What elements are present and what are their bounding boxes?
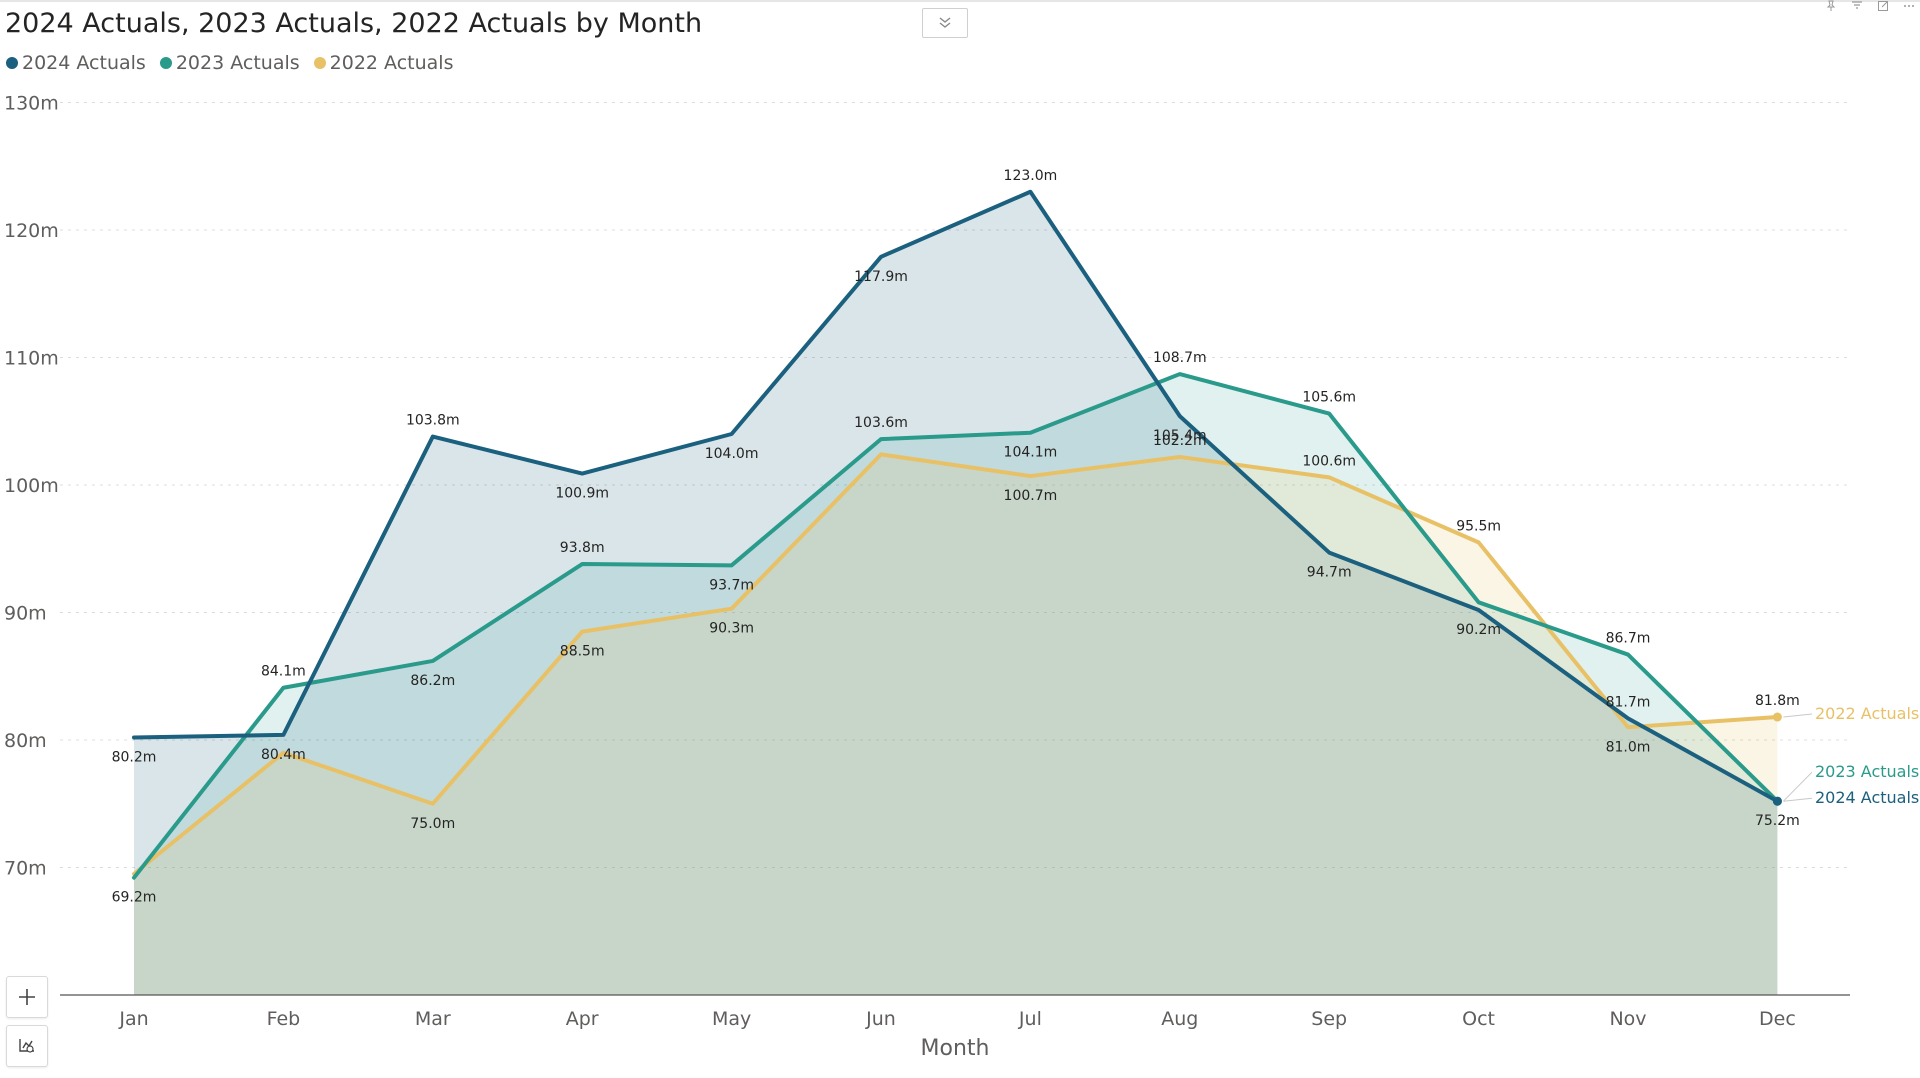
x-tick-label: Jul	[1018, 1008, 1042, 1030]
data-label-2022: 75.0m	[410, 816, 455, 832]
legend-item-2022[interactable]: 2022 Actuals	[313, 52, 454, 74]
data-label-2024: 90.2m	[1456, 622, 1501, 638]
gridlines	[60, 102, 1850, 868]
focus-mode-icon[interactable]	[1876, 0, 1890, 15]
data-label-2024: 123.0m	[1004, 168, 1058, 184]
y-tick-label: 90m	[4, 603, 47, 625]
y-tick-label: 110m	[4, 348, 59, 370]
end-marker-2022[interactable]	[1772, 712, 1782, 722]
area-2024	[134, 191, 1778, 995]
data-label-2023: 108.7m	[1153, 350, 1207, 366]
area-2022	[134, 454, 1778, 995]
data-label-2024: 104.0m	[705, 446, 759, 462]
plus-icon	[19, 989, 35, 1005]
zoom-in-button[interactable]	[6, 976, 48, 1018]
pin-icon[interactable]	[1824, 0, 1838, 15]
area-2023	[134, 374, 1778, 995]
data-label-2023: 93.7m	[709, 577, 754, 593]
y-tick-label: 100m	[4, 475, 59, 497]
end-label-leader	[1783, 771, 1813, 802]
line-2022[interactable]	[132, 452, 1780, 876]
data-label-2024: 80.4m	[261, 747, 306, 763]
data-label-2022: 81.0m	[1606, 739, 1651, 755]
end-label-leader	[1783, 713, 1813, 718]
legend-item-2024[interactable]: 2024 Actuals	[6, 52, 146, 74]
data-label-2023: 86.7m	[1606, 631, 1651, 647]
end-label-2022: 2022 Actuals	[1815, 704, 1919, 723]
series-lines	[132, 189, 1782, 880]
filter-icon[interactable]	[1850, 0, 1864, 15]
data-label-2022: 90.3m	[709, 621, 754, 637]
chevron-double-down-icon	[939, 17, 951, 28]
x-tick-label: Apr	[566, 1008, 599, 1030]
reset-view-button[interactable]	[6, 1025, 48, 1067]
data-label-2024: 75.2m	[1755, 813, 1800, 829]
x-tick-label: Sep	[1311, 1008, 1347, 1030]
legend-marker-2024	[6, 57, 18, 69]
data-label-2023: 69.2m	[112, 890, 157, 906]
data-label-2022: 102.2m	[1153, 433, 1207, 449]
axes: 70m 80m 90m 100m 110m 120m 130m Jan Feb Mar Apr May…	[4, 93, 1850, 1030]
legend-marker-2022	[313, 57, 326, 69]
x-tick-label: Aug	[1161, 1008, 1198, 1030]
x-tick-label: Feb	[267, 1008, 301, 1030]
visual-header-icons	[1824, 0, 1916, 15]
x-tick-label: Nov	[1609, 1008, 1646, 1030]
y-tick-label: 120m	[4, 220, 59, 242]
data-label-2024: 117.9m	[854, 269, 908, 285]
more-options-icon[interactable]	[1902, 0, 1916, 15]
data-label-2023: 104.1m	[1004, 445, 1058, 461]
data-label-2023: 105.6m	[1302, 390, 1356, 406]
chart-legend: 2024 Actuals 2023 Actuals 2022 Actuals	[6, 52, 467, 74]
data-label-2024: 105.4m	[1153, 428, 1207, 444]
y-tick-label: 70m	[4, 858, 47, 880]
x-axis-title: Month	[921, 1036, 990, 1061]
data-label-2024: 94.7m	[1307, 565, 1352, 581]
chart-title: 2024 Actuals, 2023 Actuals, 2022 Actuals…	[5, 8, 703, 39]
end-marker-2024[interactable]	[1772, 796, 1782, 806]
x-tick-label: Jan	[118, 1008, 148, 1030]
data-label-2022: 88.5m	[560, 644, 605, 660]
end-label-2024: 2024 Actuals	[1815, 788, 1919, 807]
line-2023[interactable]	[132, 372, 1780, 880]
x-tick-label: Oct	[1462, 1008, 1495, 1030]
y-tick-label: 80m	[4, 730, 47, 752]
y-tick-label: 130m	[4, 93, 59, 115]
data-label-2023: 84.1m	[261, 664, 306, 680]
end-label-leader	[1783, 797, 1813, 802]
legend-label-2022: 2022 Actuals	[329, 52, 454, 74]
x-tick-label: Mar	[415, 1008, 451, 1030]
reset-zoom-icon	[19, 1039, 34, 1053]
data-label-2022: 95.5m	[1456, 518, 1501, 534]
top-divider	[0, 0, 1920, 2]
legend-item-2023[interactable]: 2023 Actuals	[159, 52, 300, 74]
data-label-2024: 100.9m	[555, 486, 609, 502]
line-2024[interactable]	[132, 189, 1780, 804]
data-labels: 80.2m 80.4m 103.8m 100.9m 104.0m 117.9m 123.0m…	[112, 168, 1920, 906]
area-fills	[134, 191, 1778, 995]
data-label-2024: 80.2m	[112, 749, 157, 765]
data-label-2023: 103.6m	[854, 415, 908, 431]
data-label-2023: 86.2m	[410, 673, 455, 689]
data-label-2024: 81.7m	[1606, 694, 1651, 710]
data-label-2022: 100.7m	[1004, 488, 1058, 504]
data-label-2022: 100.6m	[1302, 453, 1356, 469]
x-tick-label: Dec	[1759, 1008, 1796, 1030]
legend-label-2024: 2024 Actuals	[22, 52, 146, 74]
x-tick-label: May	[712, 1008, 751, 1030]
drill-down-button[interactable]	[922, 8, 968, 38]
legend-label-2023: 2023 Actuals	[175, 52, 300, 74]
end-label-2023: 2023 Actuals	[1815, 762, 1919, 781]
data-label-2022: 81.8m	[1755, 693, 1800, 709]
x-tick-label: Jun	[865, 1008, 896, 1030]
data-label-2023: 93.8m	[560, 540, 605, 556]
legend-marker-2023	[159, 57, 172, 69]
data-label-2024: 103.8m	[406, 413, 460, 429]
